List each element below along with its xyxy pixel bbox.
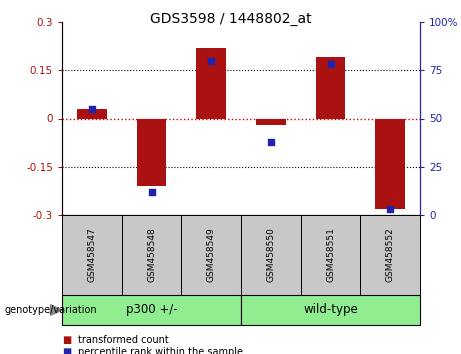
Text: GSM458551: GSM458551 [326, 228, 335, 282]
Bar [375, 119, 405, 209]
Text: GSM458552: GSM458552 [386, 228, 395, 282]
Text: p300 +/-: p300 +/- [126, 303, 177, 316]
Text: transformed count: transformed count [78, 335, 169, 345]
Point [327, 62, 334, 67]
Point [207, 58, 215, 63]
Point [88, 106, 95, 112]
Text: ■: ■ [62, 347, 71, 354]
Text: wild-type: wild-type [303, 303, 358, 316]
Bar [316, 57, 345, 119]
Bar [256, 119, 286, 125]
Text: ■: ■ [62, 335, 71, 345]
Text: GSM458550: GSM458550 [266, 228, 275, 282]
Point [267, 139, 274, 144]
Text: GSM458548: GSM458548 [147, 228, 156, 282]
Text: GSM458547: GSM458547 [87, 228, 96, 282]
Point [148, 189, 155, 195]
Bar [196, 48, 226, 119]
Point [386, 206, 394, 212]
Bar [136, 119, 166, 186]
Text: genotype/variation: genotype/variation [5, 305, 97, 315]
Text: percentile rank within the sample: percentile rank within the sample [78, 347, 243, 354]
Text: GSM458549: GSM458549 [207, 228, 216, 282]
Bar [77, 109, 107, 119]
Text: GDS3598 / 1448802_at: GDS3598 / 1448802_at [150, 12, 311, 26]
Polygon shape [50, 305, 62, 315]
